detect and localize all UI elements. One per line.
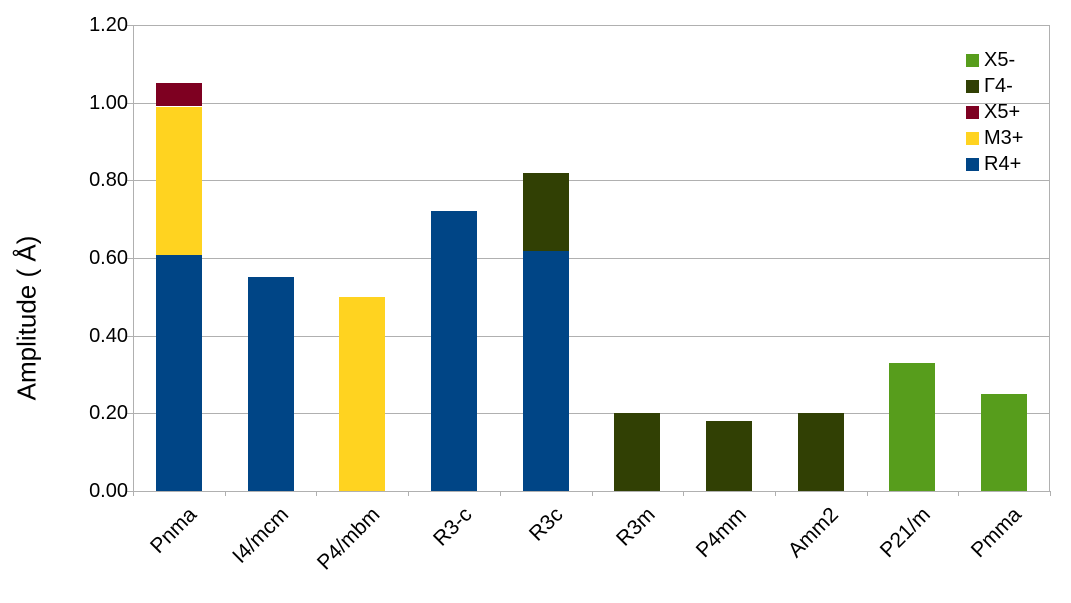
x-tick-mark bbox=[592, 491, 593, 496]
x-tick-mark bbox=[500, 491, 501, 496]
bar-segment-M3+ bbox=[156, 107, 202, 255]
x-tick-mark bbox=[316, 491, 317, 496]
legend-label: M3+ bbox=[984, 127, 1024, 149]
y-tick-label: 0.40 bbox=[89, 325, 128, 347]
bar-segment-X5- bbox=[981, 394, 1027, 491]
legend: X5- Γ4- X5+ M3+ R4+ bbox=[966, 47, 1023, 177]
legend-entry: X5- bbox=[966, 47, 1023, 73]
y-tick-label: 0.80 bbox=[89, 169, 128, 191]
y-tick-label: 0.00 bbox=[89, 480, 128, 502]
y-tick-label: 1.20 bbox=[89, 14, 128, 36]
x-category-label: P21/m bbox=[875, 503, 935, 563]
legend-entry: M3+ bbox=[966, 125, 1023, 151]
legend-label: X5- bbox=[984, 49, 1016, 71]
legend-swatch bbox=[966, 79, 979, 93]
x-category-label: Amm2 bbox=[783, 503, 844, 563]
gridline bbox=[133, 180, 1050, 181]
legend-label: R4+ bbox=[984, 153, 1022, 175]
x-category-label: Pmma bbox=[967, 503, 1027, 563]
bar-segment-X5+ bbox=[156, 83, 202, 106]
y-tick-label: 1.00 bbox=[89, 92, 128, 114]
bar-segment-R4+ bbox=[156, 254, 202, 491]
x-tick-mark bbox=[225, 491, 226, 496]
y-axis-line bbox=[133, 25, 134, 491]
legend-label: Γ4- bbox=[984, 75, 1013, 97]
x-category-label: P4mm bbox=[692, 503, 752, 563]
gridline bbox=[133, 491, 1050, 492]
x-category-label: I4/mcm bbox=[227, 503, 293, 568]
x-tick-mark bbox=[1050, 491, 1051, 496]
x-tick-mark bbox=[958, 491, 959, 496]
plot-right-border bbox=[1049, 25, 1050, 491]
legend-entry: R4+ bbox=[966, 151, 1023, 177]
x-category-label: R3c bbox=[525, 503, 568, 546]
legend-swatch bbox=[966, 131, 979, 145]
x-tick-mark bbox=[133, 491, 134, 496]
bar-segment-R4+ bbox=[523, 250, 569, 491]
bar-segment-Γ4- bbox=[523, 173, 569, 251]
gridline bbox=[133, 258, 1050, 259]
gridline bbox=[133, 25, 1050, 26]
bar-segment-Γ4- bbox=[706, 421, 752, 491]
bar-segment-Γ4- bbox=[614, 413, 660, 491]
bar-segment-R4+ bbox=[431, 211, 477, 491]
legend-swatch bbox=[966, 157, 979, 171]
x-category-label: Pnma bbox=[146, 503, 202, 559]
legend-entry: Γ4- bbox=[966, 73, 1023, 99]
x-category-label: R3-c bbox=[428, 503, 477, 551]
bar-segment-M3+ bbox=[339, 297, 385, 491]
bar-segment-R4+ bbox=[248, 277, 294, 491]
y-tick-label: 0.60 bbox=[89, 247, 128, 269]
y-tick-label: 0.20 bbox=[89, 402, 128, 424]
x-tick-mark bbox=[867, 491, 868, 496]
gridline bbox=[133, 413, 1050, 414]
legend-label: X5+ bbox=[984, 101, 1021, 123]
x-tick-mark bbox=[775, 491, 776, 496]
legend-entry: X5+ bbox=[966, 99, 1023, 125]
gridline bbox=[133, 103, 1050, 104]
gridline bbox=[133, 336, 1050, 337]
x-category-label: R3m bbox=[612, 503, 660, 551]
legend-swatch bbox=[966, 105, 979, 119]
x-category-label: P4/mbm bbox=[312, 503, 385, 575]
legend-swatch bbox=[966, 53, 979, 67]
bar-segment-X5- bbox=[889, 363, 935, 491]
x-tick-mark bbox=[683, 491, 684, 496]
x-tick-mark bbox=[408, 491, 409, 496]
bar-segment-Γ4- bbox=[798, 413, 844, 491]
